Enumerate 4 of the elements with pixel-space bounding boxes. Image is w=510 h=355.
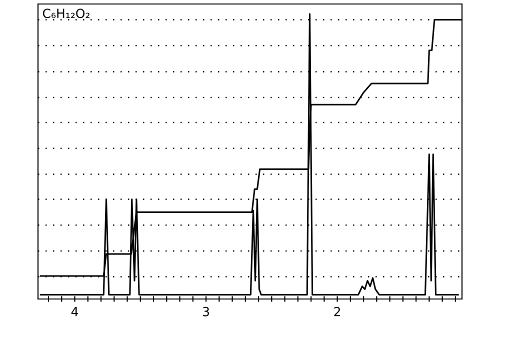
x-tick-label: 3: [203, 306, 209, 316]
x-tick-label: 2: [334, 306, 340, 316]
annotation: C₆H₁₂O₂: [42, 8, 90, 18]
x-tick-label: 4: [71, 307, 78, 316]
